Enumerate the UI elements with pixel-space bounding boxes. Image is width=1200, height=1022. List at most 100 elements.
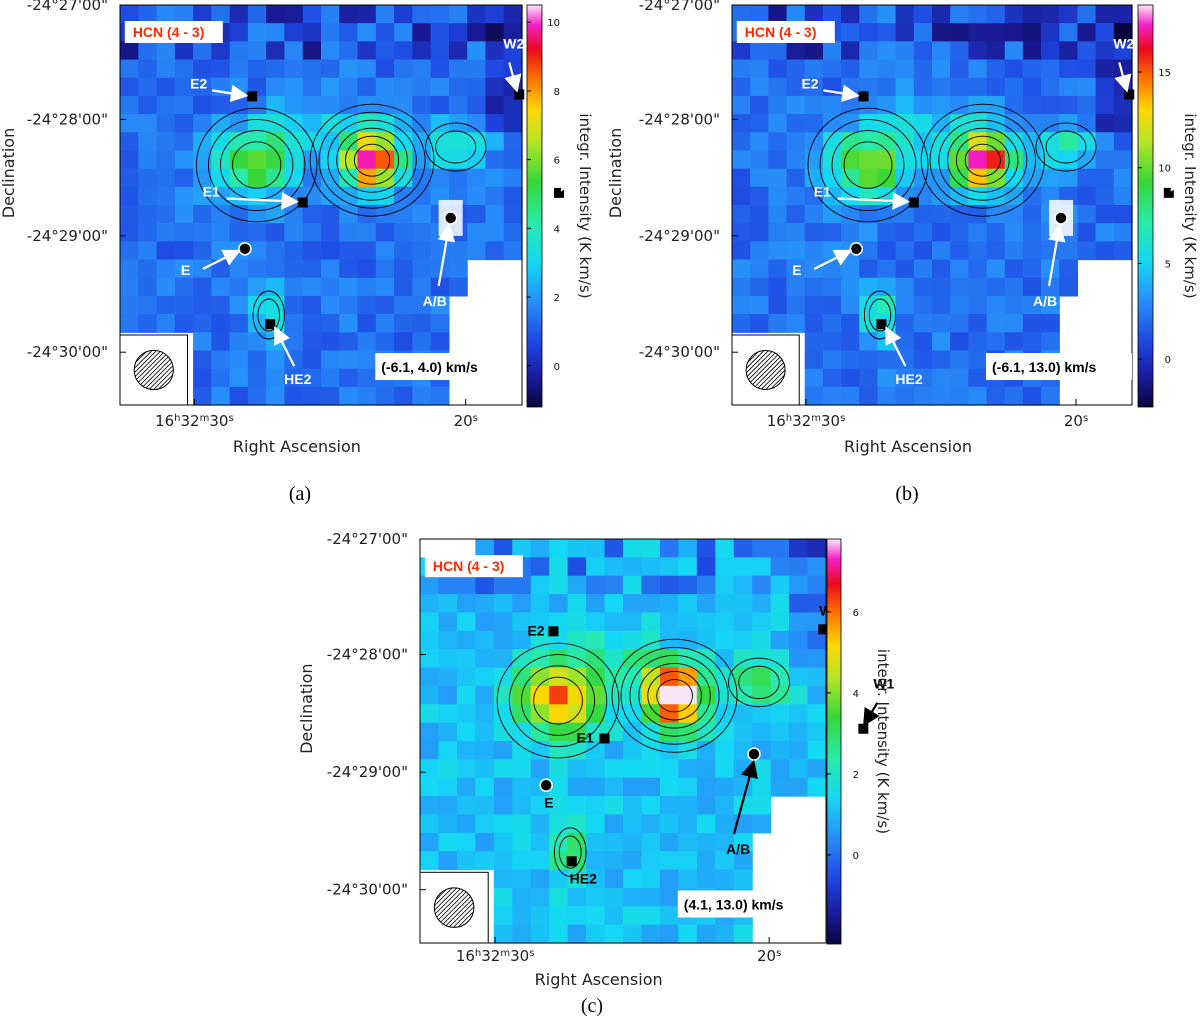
heatmap-cell bbox=[1004, 332, 1024, 352]
x-tick-part: s bbox=[228, 413, 233, 424]
heatmap-cell bbox=[807, 741, 827, 760]
heatmap-cell bbox=[493, 704, 513, 724]
colorbar bbox=[826, 538, 842, 945]
heatmap-cell bbox=[448, 5, 468, 24]
heatmap-cell bbox=[841, 223, 860, 242]
heatmap-cell bbox=[394, 259, 413, 279]
heatmap-cell bbox=[586, 685, 606, 705]
heatmap-cell bbox=[1022, 59, 1042, 79]
heatmap-cell bbox=[968, 259, 988, 279]
contours bbox=[496, 638, 790, 877]
heatmap-cell bbox=[586, 777, 606, 797]
heatmap-cell bbox=[321, 150, 340, 170]
heatmap-cell bbox=[247, 368, 267, 388]
heatmap-cell bbox=[932, 259, 951, 279]
heatmap-cell bbox=[211, 223, 231, 242]
source-label: HE2 bbox=[284, 371, 311, 387]
source-marker-w2 bbox=[1124, 89, 1135, 100]
heatmap-cell bbox=[284, 95, 304, 115]
heatmap-cell bbox=[438, 851, 458, 871]
molecule-label: HCN (4 - 3) bbox=[433, 558, 505, 574]
heatmap-cell bbox=[678, 924, 698, 944]
heatmap-cell bbox=[733, 924, 753, 944]
heatmap-cell bbox=[768, 277, 788, 297]
heatmap-svg: HCN (4 - 3) (-6.1, 4.0) km/s E2 E1 E HE2 A/B W1… bbox=[0, 0, 602, 505]
heatmap-cell bbox=[567, 685, 587, 705]
heatmap-cell bbox=[586, 851, 606, 871]
heatmap-cell bbox=[1022, 277, 1042, 297]
heatmap-cell bbox=[913, 386, 933, 406]
heatmap-cell bbox=[321, 350, 340, 370]
plot-frame bbox=[119, 4, 523, 406]
heatmap-cell bbox=[438, 594, 458, 614]
heatmap-cell bbox=[549, 832, 569, 852]
heatmap-cell bbox=[375, 41, 395, 61]
hatch-line bbox=[746, 350, 778, 390]
heatmap-cell bbox=[193, 59, 212, 79]
heatmap-cell bbox=[229, 5, 249, 24]
heatmap-cell bbox=[211, 132, 231, 152]
heatmap-cell bbox=[768, 41, 788, 61]
heatmap-cell bbox=[586, 906, 606, 926]
heatmap-cell bbox=[493, 759, 513, 779]
heatmap-cell bbox=[586, 539, 606, 558]
heatmap-cell bbox=[1004, 259, 1024, 279]
heatmap-cell bbox=[485, 59, 505, 79]
heatmap-cell bbox=[211, 277, 231, 297]
heatmap-cell bbox=[284, 314, 304, 333]
heatmap-cell bbox=[789, 722, 809, 742]
source-label: E1 bbox=[203, 184, 220, 200]
heatmap-cell bbox=[786, 205, 806, 224]
heatmap-cell bbox=[448, 41, 468, 61]
heatmap-cell bbox=[530, 887, 550, 907]
heatmap-cell bbox=[986, 259, 1006, 279]
heatmap-cell bbox=[623, 612, 643, 632]
heatmap-cell bbox=[804, 77, 824, 97]
heatmap-cell bbox=[503, 41, 523, 61]
source-marker-w1 bbox=[1163, 187, 1174, 198]
heatmap-cell bbox=[394, 41, 413, 61]
heatmap-cell bbox=[932, 114, 951, 133]
heatmap-cell bbox=[623, 741, 643, 760]
velocity-label: (4.1, 13.0) km/s bbox=[684, 896, 784, 912]
molecule-box bbox=[124, 21, 223, 43]
heatmap-cell bbox=[807, 630, 827, 650]
heatmap-cell bbox=[678, 777, 698, 797]
heatmap-cell bbox=[1059, 23, 1079, 42]
contour-line bbox=[327, 119, 417, 201]
heatmap-cell bbox=[913, 223, 933, 242]
heatmap-cell bbox=[877, 168, 897, 188]
heatmap-cell bbox=[193, 5, 212, 24]
heatmap-cell bbox=[678, 796, 698, 816]
heatmap-cell bbox=[266, 295, 286, 315]
heatmap-cell bbox=[623, 649, 643, 669]
heatmap-cell bbox=[750, 186, 769, 206]
heatmap-cell bbox=[120, 277, 139, 297]
hatch-line bbox=[157, 350, 174, 390]
heatmap-cell bbox=[284, 223, 304, 242]
heatmap-cell bbox=[266, 368, 286, 388]
heatmap-cell bbox=[678, 667, 698, 687]
heatmap-cell bbox=[986, 241, 1006, 261]
x-tick-part: 30 bbox=[209, 412, 228, 430]
heatmap-cell bbox=[321, 41, 340, 61]
heatmap-cell bbox=[750, 205, 769, 224]
heatmap-cell bbox=[1041, 5, 1060, 24]
heatmap-cell bbox=[786, 186, 806, 206]
heatmap-cell bbox=[895, 295, 915, 315]
heatmap-cell bbox=[394, 223, 413, 242]
heatmap-cell bbox=[156, 186, 176, 206]
heatmap-cell bbox=[420, 575, 440, 595]
heatmap-cell bbox=[623, 832, 643, 852]
heatmap-cell bbox=[841, 23, 860, 42]
heatmap-cell bbox=[750, 59, 769, 79]
molecule-label: HCN (4 - 3) bbox=[745, 24, 817, 40]
heatmap-cell bbox=[247, 350, 267, 370]
heatmap-cell bbox=[138, 59, 158, 79]
heatmap-cell bbox=[1041, 23, 1060, 42]
heatmap-cell bbox=[438, 575, 458, 595]
x-tick-part: 32 bbox=[792, 412, 811, 430]
heatmap-cell bbox=[822, 223, 842, 242]
heatmap-cell bbox=[438, 612, 458, 632]
heatmap-cell bbox=[156, 205, 176, 224]
